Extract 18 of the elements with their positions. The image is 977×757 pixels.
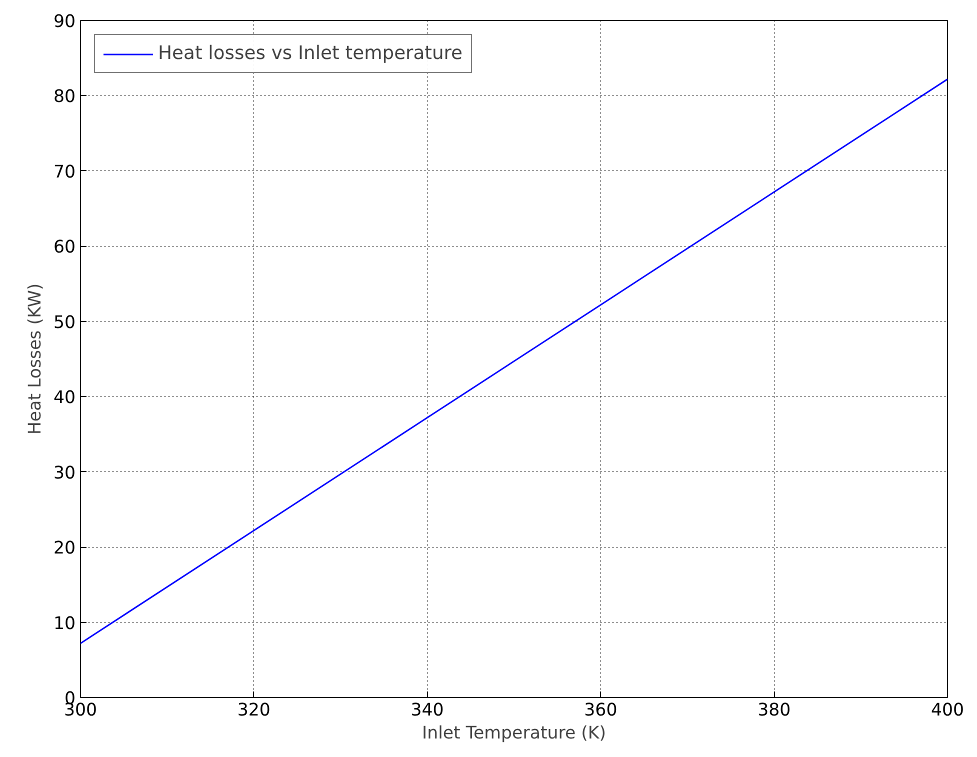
legend-label: Heat losses vs Inlet temperature <box>158 43 463 64</box>
y-tick-label: 50 <box>53 312 76 333</box>
x-tick-label: 340 <box>410 700 444 720</box>
y-tick-label: 20 <box>53 538 76 559</box>
y-tick-label: 40 <box>53 388 76 408</box>
x-tick-label: 360 <box>584 700 618 720</box>
y-tick-label: 80 <box>53 87 76 108</box>
y-tick-label: 30 <box>53 463 76 484</box>
x-axis-title: Inlet Temperature (K) <box>422 724 606 744</box>
y-tick-label: 70 <box>53 162 76 182</box>
x-tick-label: 380 <box>758 700 791 720</box>
y-axis-title: Heat Losses (KW) <box>25 283 46 435</box>
y-tick-label: 60 <box>53 238 76 258</box>
y-tick-label: 10 <box>53 614 76 634</box>
line-series <box>80 78 948 644</box>
x-tick-label: 320 <box>237 700 270 720</box>
y-tick-label: 90 <box>53 12 76 32</box>
x-tick-label: 400 <box>930 700 964 720</box>
